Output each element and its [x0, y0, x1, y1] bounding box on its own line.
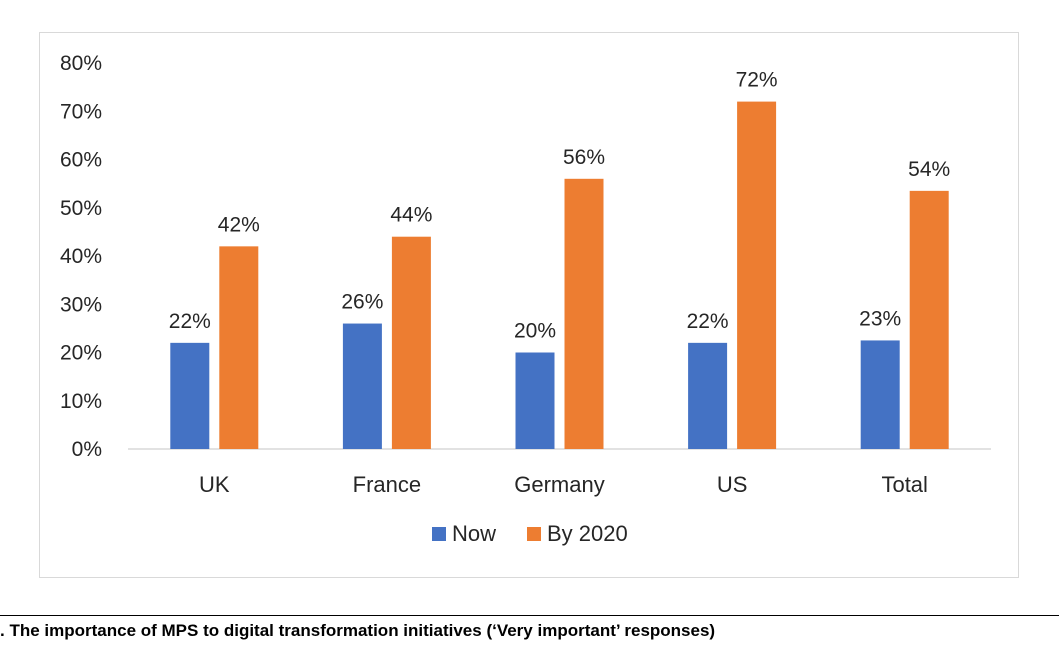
y-tick-label: 0%	[72, 438, 102, 461]
y-tick-label: 80%	[60, 52, 102, 75]
data-label: 23%	[859, 307, 901, 330]
data-label: 54%	[908, 158, 950, 181]
bar	[219, 246, 259, 449]
bar	[391, 236, 431, 449]
legend-swatch	[527, 527, 541, 541]
y-tick-label: 60%	[60, 149, 102, 172]
bar	[860, 340, 900, 449]
bar	[737, 101, 777, 449]
chart-frame: 0% 10% 20% 30% 40% 50% 60% 70% 80% 22% 42% UK 26% 44%…	[39, 32, 1019, 578]
y-tick-label: 10%	[60, 390, 102, 413]
bar	[564, 178, 604, 450]
data-label: 22%	[169, 310, 211, 333]
x-tick-label: US	[717, 472, 748, 497]
bar	[515, 352, 555, 449]
bar	[688, 342, 728, 449]
y-tick-label: 20%	[60, 342, 102, 365]
figure-caption: . The importance of MPS to digital trans…	[0, 621, 716, 640]
bar	[170, 342, 210, 449]
data-label: 44%	[390, 204, 432, 227]
data-label: 72%	[736, 69, 778, 92]
data-label: 20%	[514, 320, 556, 343]
y-tick-label: 40%	[60, 245, 102, 268]
legend-swatch	[432, 527, 446, 541]
x-tick-label: Total	[881, 472, 927, 497]
caption-divider	[0, 615, 1059, 616]
legend-label: By 2020	[547, 521, 628, 546]
data-label: 26%	[341, 291, 383, 314]
legend-label: Now	[452, 521, 496, 546]
bar	[909, 190, 949, 450]
x-tick-label: UK	[199, 472, 230, 497]
bar-chart: 0% 10% 20% 30% 40% 50% 60% 70% 80% 22% 42% UK 26% 44%…	[60, 52, 991, 546]
x-tick-label: France	[353, 472, 421, 497]
data-label: 42%	[218, 213, 260, 236]
y-tick-label: 70%	[60, 100, 102, 123]
x-tick-label: Germany	[514, 472, 604, 497]
y-tick-label: 50%	[60, 197, 102, 220]
data-label: 22%	[687, 310, 729, 333]
bar	[342, 323, 382, 449]
data-label: 56%	[563, 146, 605, 169]
y-tick-label: 30%	[60, 293, 102, 316]
